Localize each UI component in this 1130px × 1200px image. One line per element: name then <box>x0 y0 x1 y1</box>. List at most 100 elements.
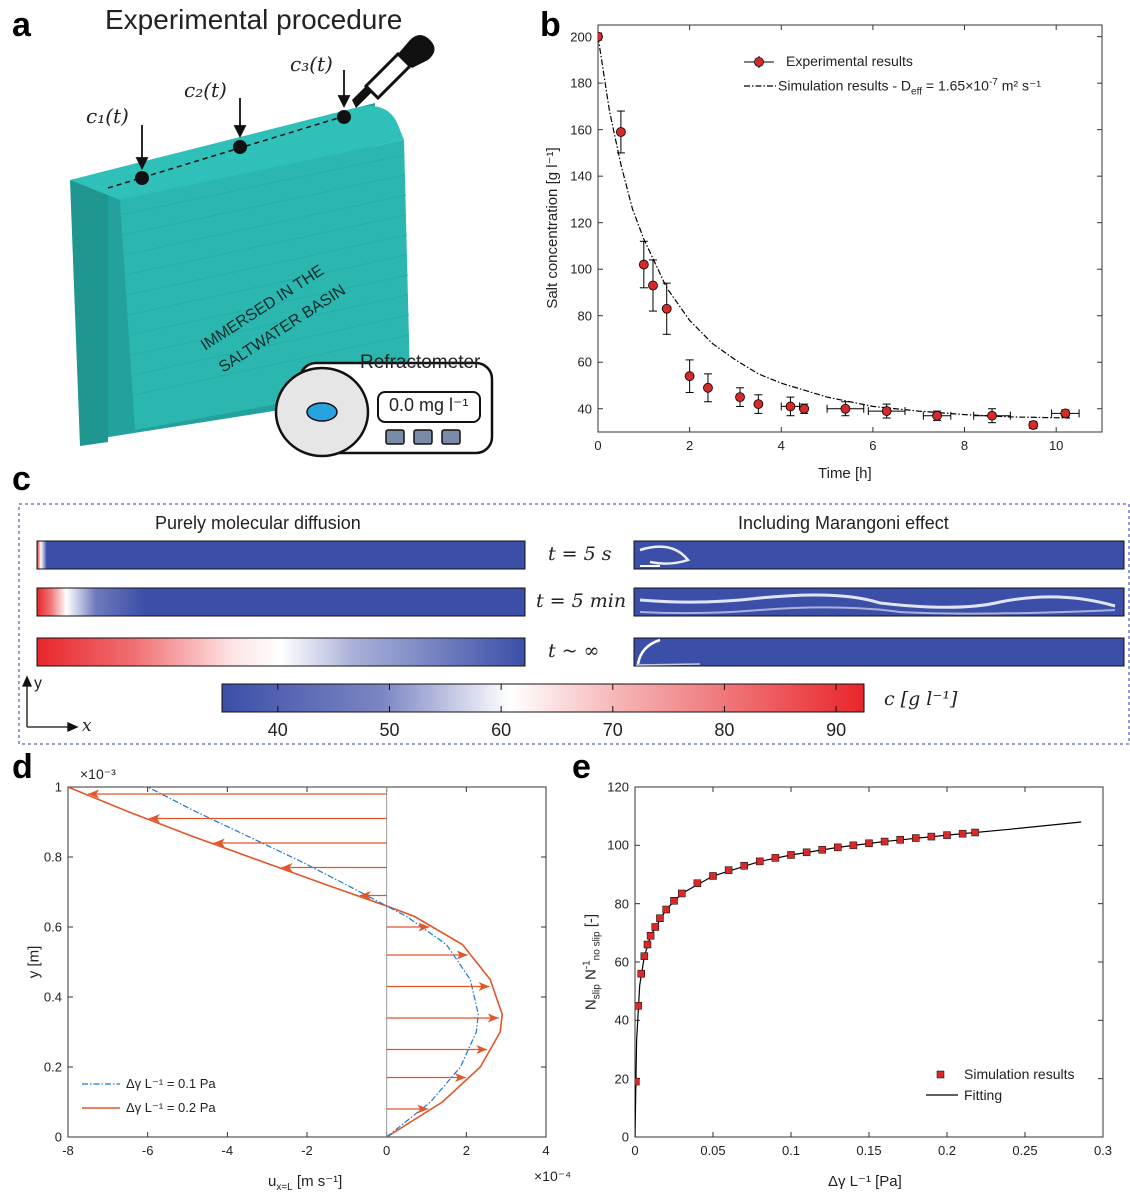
panel-b-ytick-label: 100 <box>570 261 592 277</box>
panel-d-xtick-label: 4 <box>542 1143 550 1158</box>
panel-b-ytick-label: 140 <box>570 168 592 184</box>
fabric-left-wall <box>70 176 108 446</box>
panel-d-x-exponent: ×10⁻⁴ <box>534 1168 572 1184</box>
panel-letter-c: c <box>12 460 31 498</box>
simulation-point <box>670 897 678 905</box>
simulation-point <box>834 843 842 852</box>
point-c2 <box>233 140 247 154</box>
panel-b-chart <box>597 24 1103 433</box>
experimental-point <box>648 280 658 291</box>
panel-a-title: Experimental procedure <box>105 4 403 35</box>
panel-b-legend <box>744 56 776 87</box>
colorbar-tick-label: 40 <box>267 720 288 740</box>
panel-e-chart <box>634 786 1104 1138</box>
experimental-point <box>1060 408 1071 419</box>
experimental-point <box>638 259 649 270</box>
simulation-point <box>640 952 649 960</box>
panel-e-xtick-label: 0 <box>631 1143 639 1158</box>
experimental-point <box>661 303 672 314</box>
velocity-arrowhead <box>456 950 468 960</box>
panel-d-ytick-label: 0.8 <box>43 849 62 865</box>
colorbar <box>221 683 865 713</box>
colorbar-tick-label: 60 <box>491 720 512 740</box>
axis-y-label: y <box>34 675 42 692</box>
simulation-point <box>958 829 967 838</box>
panel-b-xtick-label: 4 <box>777 438 785 453</box>
panel-b-ytick-label: 160 <box>570 122 592 138</box>
time-label-inf: t ~ ∞ <box>548 640 600 662</box>
experimental-point <box>799 403 810 414</box>
panel-d-legend-02: Δγ L⁻¹ = 0.2 Pa <box>126 1100 216 1115</box>
legend-sim-name: Simulation results - D <box>778 77 912 94</box>
panel-d-legend <box>82 1083 120 1109</box>
simulation-point <box>912 834 920 842</box>
simulation-point <box>896 836 904 844</box>
velocity-arrowhead <box>281 863 293 872</box>
velocity-profile-01 <box>147 787 479 1137</box>
panel-letter-b: b <box>540 6 561 44</box>
panel-b-axes-box <box>597 24 1103 433</box>
simulation-point <box>678 889 686 898</box>
panel-d-xtick-label: 0 <box>383 1143 391 1158</box>
panel-e-xtick-label: 0.2 <box>937 1143 957 1158</box>
panel-e-legend-fit: Fitting <box>964 1087 1003 1103</box>
diffusion-bar-inf <box>36 637 526 667</box>
panel-e-xtick-label: 0.3 <box>1093 1143 1113 1158</box>
panel-e-ytick-label: 20 <box>614 1071 629 1087</box>
marangoni-bar-inf <box>633 637 1125 667</box>
label-c1: c₁(t) <box>86 104 129 128</box>
velocity-arrowhead <box>417 1104 429 1114</box>
panel-d-xlabel-tail: [m s⁻¹] <box>292 1173 343 1190</box>
experimental-point <box>735 392 745 403</box>
panel-d-ytick-label: 0.2 <box>43 1059 62 1075</box>
experimental-point <box>932 410 942 421</box>
label-c2: c₂(t) <box>184 78 227 102</box>
dropper-icon <box>352 35 435 108</box>
panel-e-xtick-label: 0.25 <box>1012 1143 1038 1158</box>
panel-b-xtick-label: 10 <box>1048 438 1064 453</box>
panel-d-ytick-label: 1 <box>54 779 62 795</box>
legend-sim-sup: -7 <box>988 77 998 88</box>
panel-d-legend-01: Δγ L⁻¹ = 0.1 Pa <box>126 1076 216 1091</box>
diffusion-bar-5s <box>36 540 526 570</box>
xy-axes-icon <box>21 675 79 733</box>
simulation-point <box>880 837 889 846</box>
panel-b-xtick-label: 0 <box>594 438 602 453</box>
panel-c-left-title: Purely molecular diffusion <box>155 513 361 533</box>
simulation-point <box>662 905 670 914</box>
velocity-arrowhead <box>476 1045 488 1054</box>
simulation-point <box>943 831 951 839</box>
point-c3 <box>337 110 351 124</box>
panel-e-ytick-label: 100 <box>607 837 629 853</box>
experimental-point <box>840 403 851 414</box>
colorbar-label: c [g l⁻¹] <box>884 688 958 710</box>
simulation-point <box>818 845 826 854</box>
panel-d-chart <box>67 786 547 1138</box>
colorbar-tick-label: 70 <box>602 720 623 740</box>
simulation-point <box>693 879 702 887</box>
simulation-point <box>724 866 733 874</box>
simulation-point <box>849 841 858 850</box>
panel-d-xtick-label: -2 <box>301 1143 313 1158</box>
simulation-point <box>865 839 873 848</box>
simulation-point <box>646 932 655 940</box>
refractometer-icon <box>274 361 494 458</box>
simulation-point <box>709 872 717 880</box>
velocity-arrowhead <box>88 789 100 799</box>
experimental-point <box>753 399 764 409</box>
panel-e-ytick-label: 60 <box>614 954 629 970</box>
simulation-point <box>656 914 664 922</box>
panel-a-illustration <box>70 35 494 458</box>
panel-e-xlabel: Δγ L⁻¹ [Pa] <box>828 1173 902 1190</box>
panel-d-xtick-label: -6 <box>141 1143 154 1158</box>
simulation-point <box>637 969 645 978</box>
velocity-arrowhead <box>487 1013 499 1023</box>
panel-b-ytick-label: 180 <box>570 75 592 91</box>
velocity-arrowhead <box>454 1073 466 1082</box>
panel-b-xlabel: Time [h] <box>818 465 872 482</box>
panel-letter-e: e <box>572 748 591 786</box>
velocity-arrowhead <box>148 814 160 823</box>
panel-e-xtick-label: 0.05 <box>700 1143 726 1158</box>
panel-e-xtick-label: 0.15 <box>856 1143 882 1158</box>
